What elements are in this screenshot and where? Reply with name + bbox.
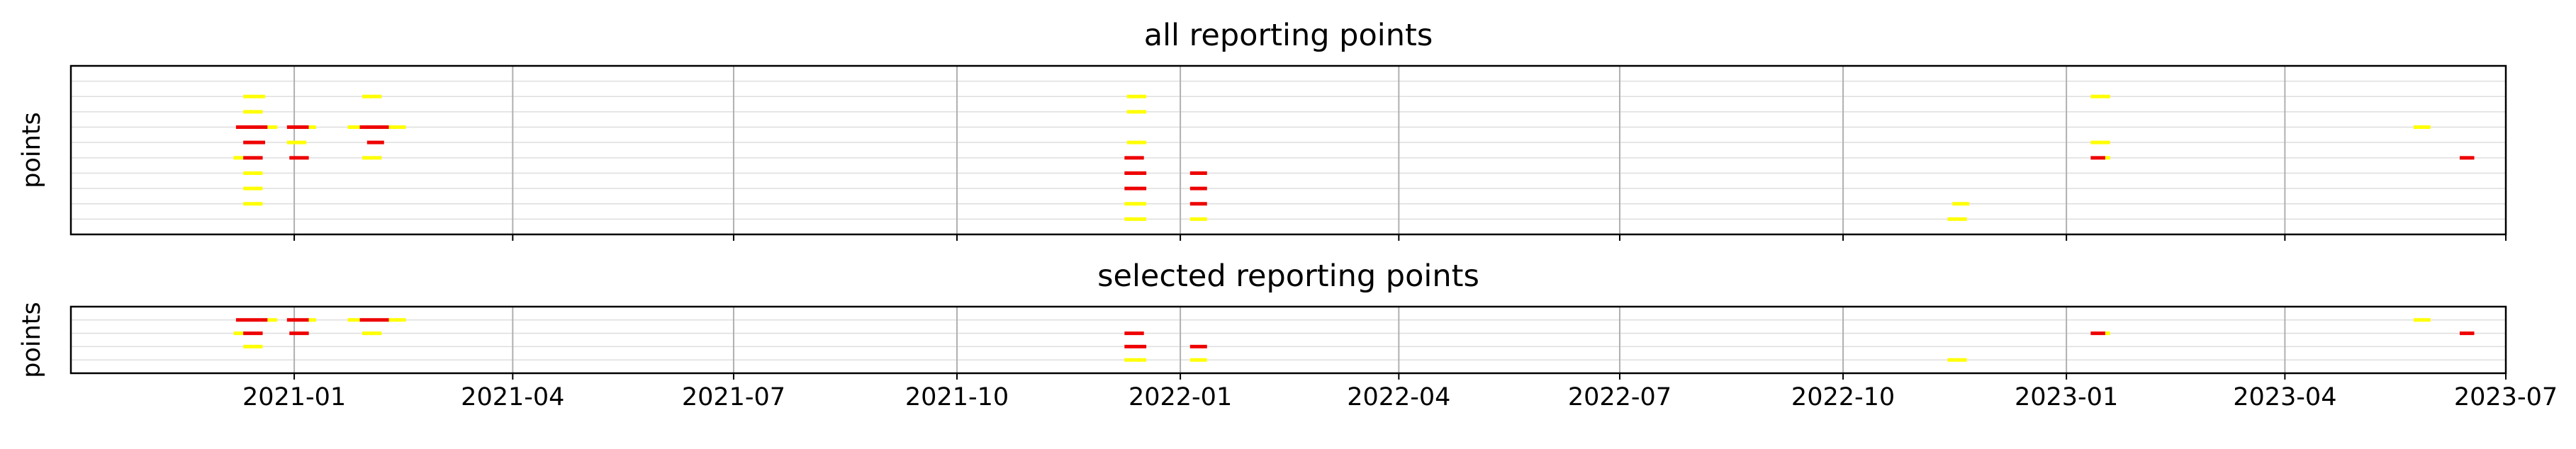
- axes-frame: [69, 64, 2507, 236]
- x-tick-label: 2023-01: [2015, 383, 2118, 411]
- y-axis-label: points: [18, 302, 46, 378]
- x-tick-label: 2022-04: [1347, 383, 1450, 411]
- panel-all-reporting-points: all reporting points points: [18, 18, 2507, 241]
- x-tick-label: 2021-04: [461, 383, 564, 411]
- axes-frame: [69, 305, 2507, 375]
- y-axis-label: points: [18, 112, 46, 188]
- x-tick-label: 2021-10: [905, 383, 1009, 411]
- x-tick-label: 2023-04: [2233, 383, 2336, 411]
- x-tick-label: 2022-01: [1129, 383, 1232, 411]
- x-tick-label: 2021-07: [682, 383, 785, 411]
- x-tick-label: 2023-07: [2454, 383, 2558, 411]
- panel-title: selected reporting points: [1097, 258, 1479, 294]
- panel-selected-reporting-points: 2021-01 2021-04 2021-07 2021-10 2022-01 2022-…: [18, 258, 2558, 411]
- panel-title: all reporting points: [1144, 18, 1433, 53]
- x-tick-label: 2022-07: [1568, 383, 1671, 411]
- x-tick-label: 2022-10: [1791, 383, 1895, 411]
- x-tick-label: 2021-01: [242, 383, 346, 411]
